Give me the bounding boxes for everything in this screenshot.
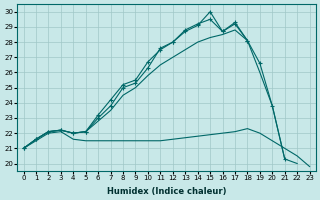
X-axis label: Humidex (Indice chaleur): Humidex (Indice chaleur) xyxy=(107,187,226,196)
